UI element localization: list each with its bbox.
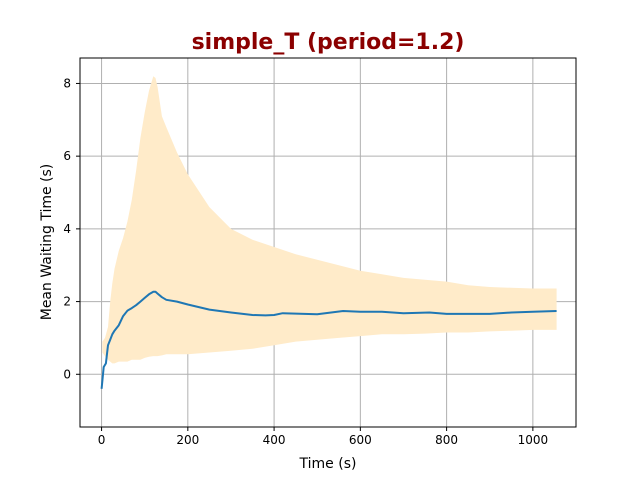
x-tick-label: 0 xyxy=(98,433,106,447)
x-tick-label: 200 xyxy=(176,433,199,447)
y-ticks: 0 2 4 6 8 xyxy=(63,76,80,381)
y-tick-label: 2 xyxy=(63,295,71,309)
y-tick-label: 0 xyxy=(63,367,71,381)
y-axis-label: Mean Waiting Time (s) xyxy=(39,164,55,321)
band-area xyxy=(102,76,557,364)
x-axis-label: Time (s) xyxy=(299,456,357,472)
x-ticks: 0 200 400 600 800 1000 xyxy=(98,427,548,447)
mean-waiting-time-line xyxy=(100,290,557,389)
x-tick-label: 1000 xyxy=(518,433,549,447)
x-tick-label: 600 xyxy=(349,433,372,447)
grid xyxy=(80,58,576,427)
x-tick-label: 400 xyxy=(263,433,286,447)
y-tick-label: 8 xyxy=(63,76,71,90)
mean-line xyxy=(100,290,557,389)
x-tick-label: 800 xyxy=(435,433,458,447)
y-tick-label: 4 xyxy=(63,222,71,236)
confidence-band xyxy=(102,76,557,364)
y-tick-label: 6 xyxy=(63,149,71,163)
plot-frame xyxy=(79,57,577,428)
chart-title: simple_T (period=1.2) xyxy=(192,30,465,55)
